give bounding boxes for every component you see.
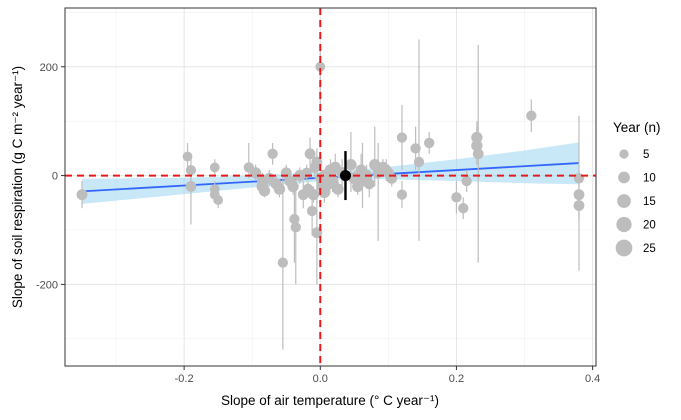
data-point [326,175,339,187]
data-point [424,137,435,149]
data-point [307,188,320,201]
data-point [461,175,472,187]
legend-key-point [619,149,629,159]
data-point [363,178,375,190]
data-point [273,183,286,195]
data-point [182,151,193,162]
legend-label: 5 [643,149,649,161]
data-point [76,189,88,201]
y-tick-label: -200 [36,279,58,291]
points-layer [76,61,585,268]
data-point [332,183,344,195]
summary-point [339,170,351,182]
data-point [471,140,483,152]
legend: 5 10 15 20 25 [615,149,656,257]
y-axis-title: Slope of soil respiration (g C m⁻² year⁻… [10,66,25,308]
x-axis-ticks: -0.2 0.0 0.2 0.4 [175,366,600,385]
legend-label: 10 [643,173,656,185]
data-point [526,110,537,121]
data-point [451,192,462,203]
data-point [472,148,484,160]
data-point [258,185,271,197]
data-point [396,132,408,143]
data-point [345,159,357,171]
data-point [267,148,278,159]
legend-label: 25 [643,243,656,255]
x-tick-label: 0.0 [313,373,328,385]
legend-key-point [615,239,633,257]
data-point [287,180,299,193]
data-point [209,162,220,173]
y-tick-label: 0 [52,171,58,183]
y-axis-ticks: -200 0 200 [36,62,65,291]
data-point [277,257,289,268]
x-axis-title: Slope of air temperature (° C year⁻¹) [221,393,439,408]
x-tick-label: -0.2 [175,373,194,385]
data-point [573,189,585,201]
data-point [213,195,224,205]
data-point [315,61,326,72]
legend-label: 15 [643,196,656,208]
data-point [458,203,469,214]
data-point [290,222,301,233]
data-point [471,131,483,144]
panel-border [64,7,597,367]
data-point [289,213,300,225]
summary-point-layer [339,151,351,201]
y-tick-label: 200 [40,62,58,74]
data-point [396,189,408,200]
legend-title: Year (n) [613,120,661,135]
x-tick-label: 0.2 [449,373,464,385]
data-point [413,156,425,168]
data-point [304,148,316,160]
data-point [573,200,585,211]
data-point [185,181,197,192]
data-point [185,164,197,176]
x-tick-label: 0.4 [585,373,600,385]
data-point [410,143,421,154]
legend-label: 20 [643,220,656,232]
legend-key-point [617,194,631,208]
legend-key-point [618,171,630,184]
reference-lines-layer [65,8,596,366]
data-point [306,205,318,217]
data-point [386,172,398,184]
legend-key-point [616,216,632,233]
